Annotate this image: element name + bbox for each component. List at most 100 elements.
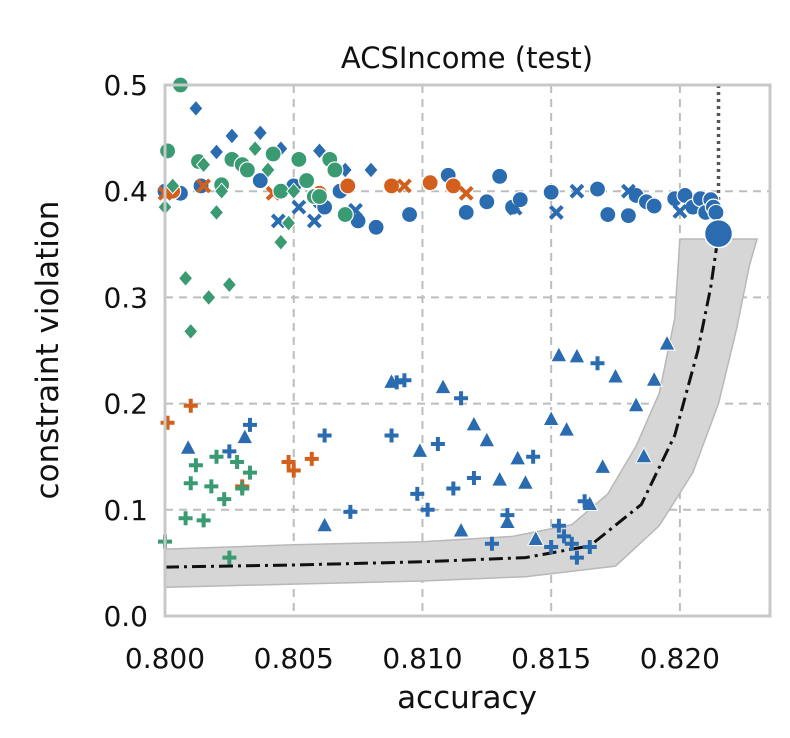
x-tick-label: 0.805	[254, 642, 334, 675]
point-triangle	[557, 420, 576, 437]
point-diamond	[208, 143, 225, 161]
y-tick-label: 0.1	[103, 494, 148, 527]
point-plus	[230, 455, 245, 470]
point-plus	[410, 486, 425, 501]
point-plus	[217, 492, 232, 507]
point-plus	[420, 502, 435, 517]
point-plus	[242, 417, 257, 432]
point-diamond	[201, 288, 217, 307]
x-tick-label: 0.815	[511, 642, 591, 675]
y-tick-label: 0.5	[103, 69, 148, 102]
point-triangle	[411, 441, 429, 458]
point-circle	[491, 167, 509, 185]
point-circle	[238, 161, 256, 179]
point-plus	[590, 356, 605, 371]
point-circle	[707, 203, 725, 222]
point-circle	[444, 177, 462, 195]
y-tick-label: 0.0	[103, 600, 148, 633]
unconstrained-point	[703, 218, 734, 249]
point-diamond	[221, 275, 238, 294]
point-diamond	[188, 99, 204, 118]
x-tick-label: 0.810	[382, 642, 462, 675]
point-plus	[317, 428, 332, 443]
y-tick-label: 0.3	[103, 281, 148, 314]
point-diamond	[260, 161, 276, 179]
point-triangle	[627, 395, 645, 413]
point-triangle	[635, 446, 653, 464]
point-plus	[281, 455, 296, 470]
point-diamond	[213, 182, 230, 200]
unconstrained-marker	[703, 218, 734, 249]
point-diamond	[252, 124, 268, 142]
point-plus	[484, 536, 499, 551]
point-triangle	[179, 438, 198, 455]
point-circle	[251, 171, 269, 190]
point-plus	[466, 470, 481, 485]
point-plus	[397, 373, 412, 388]
point-circle	[382, 177, 401, 195]
point-circle	[326, 161, 344, 179]
point-circle	[511, 191, 529, 209]
point-plus	[557, 529, 572, 544]
x-tick-label: 0.800	[125, 642, 205, 675]
point-triangle	[645, 370, 663, 387]
point-diamond	[165, 177, 181, 195]
point-diamond	[183, 322, 199, 341]
point-triangle	[542, 409, 561, 427]
point-triangle	[658, 334, 676, 351]
point-x	[620, 183, 636, 199]
point-x	[306, 213, 322, 229]
point-plus	[235, 481, 250, 496]
point-x	[397, 178, 412, 194]
point-circle	[542, 183, 560, 201]
y-tick-labels: 0.0 0.1 0.2 0.3 0.4 0.5	[103, 69, 148, 633]
point-plus	[183, 398, 198, 413]
point-triangle	[508, 448, 527, 466]
point-plus	[178, 511, 193, 526]
point-circle	[264, 145, 282, 163]
y-tick-label: 0.4	[103, 175, 148, 208]
point-circle	[290, 150, 308, 168]
chart-title: ACSIncome (test)	[341, 41, 593, 75]
point-circle	[158, 142, 177, 160]
point-circle	[339, 177, 357, 195]
y-axis-label: constraint violation	[30, 201, 66, 500]
point-x	[291, 199, 307, 215]
point-x	[458, 185, 474, 201]
point-plus	[500, 508, 515, 523]
point-diamond	[363, 161, 379, 179]
point-plus	[446, 481, 461, 496]
point-diamond	[224, 127, 240, 145]
point-x	[569, 183, 585, 199]
point-diamond	[208, 203, 225, 222]
point-circle	[421, 174, 439, 192]
point-triangle	[593, 457, 612, 474]
point-plus	[222, 550, 237, 565]
point-triangle	[434, 377, 452, 395]
point-x	[507, 200, 523, 216]
x-tick-label: 0.820	[640, 642, 720, 675]
point-circle	[367, 218, 385, 236]
point-plus	[242, 465, 257, 480]
point-triangle	[477, 430, 496, 448]
point-plus	[343, 504, 358, 519]
point-x	[196, 178, 212, 194]
point-diamond	[286, 182, 302, 200]
point-circle	[619, 207, 638, 225]
point-plus	[577, 494, 592, 509]
point-diamond	[247, 139, 263, 158]
point-diamond	[177, 269, 194, 288]
data-points	[156, 76, 725, 565]
point-diamond	[195, 155, 212, 174]
point-plus	[209, 449, 224, 464]
point-triangle	[315, 515, 334, 533]
point-triangle	[516, 473, 535, 490]
curve-line	[164, 233, 720, 569]
point-circle	[588, 180, 607, 198]
point-plus	[196, 513, 211, 528]
confidence-band	[164, 238, 759, 589]
point-triangle	[465, 414, 483, 432]
point-circle	[457, 203, 475, 222]
x-axis-label: accuracy	[397, 680, 537, 716]
